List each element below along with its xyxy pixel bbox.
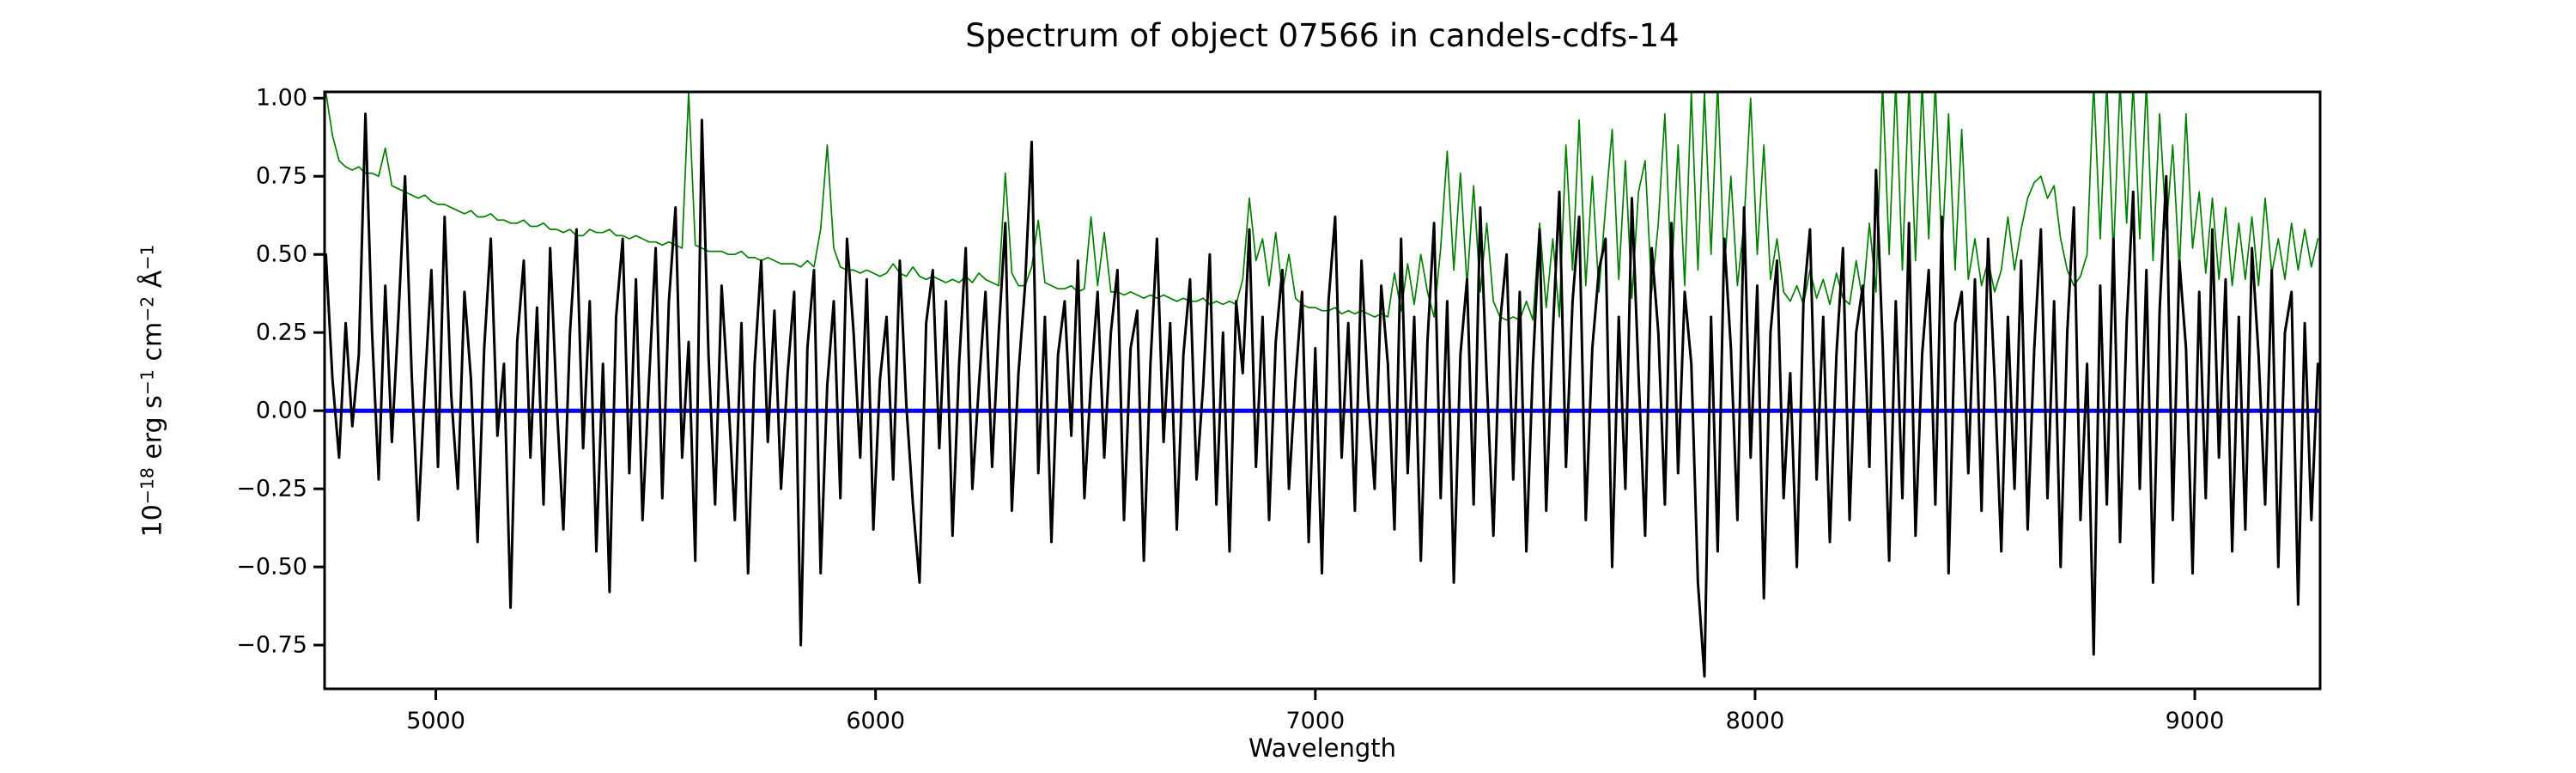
flux-spectrum-line (325, 113, 2319, 678)
chart-title: Spectrum of object 07566 in candels-cdfs… (965, 17, 1680, 54)
y-tick-label: 0.75 (255, 162, 307, 190)
ylabel-exp: −18 (137, 467, 158, 505)
y-tick-label: 0.25 (255, 319, 307, 346)
x-axis-label: Wavelength (1248, 733, 1397, 763)
ylabel-exp-angstrom: −1 (137, 244, 158, 271)
y-tick-label: −0.25 (236, 475, 307, 502)
ylabel-angstrom: Å (137, 270, 168, 296)
x-tick-label: 7000 (1285, 708, 1346, 734)
ylabel-exp-cm: −2 (137, 295, 158, 322)
ylabel-erg-s: erg s (137, 395, 168, 468)
x-tick-label: 8000 (1725, 708, 1785, 734)
x-tick-label: 6000 (846, 708, 906, 734)
y-tick-label: 0.00 (255, 397, 307, 424)
y-tick-label: 1.00 (255, 84, 307, 112)
y-tick-label: −0.75 (236, 631, 307, 659)
ylabel-base: 10 (137, 504, 168, 538)
y-axis-label: 10−18 erg s−1 cm−2 Å−1 (137, 244, 168, 538)
tick-marks (313, 96, 2196, 700)
x-tick-label: 5000 (406, 708, 465, 734)
noise-spectrum-line (325, 92, 2319, 321)
y-tick-label: 0.50 (255, 240, 307, 268)
ylabel-exp-s: −1 (137, 369, 158, 396)
y-tick-label: −0.50 (236, 553, 307, 581)
axes-spines (323, 90, 2322, 691)
ylabel-cm: cm (137, 321, 168, 370)
x-tick-label: 9000 (2165, 708, 2225, 734)
